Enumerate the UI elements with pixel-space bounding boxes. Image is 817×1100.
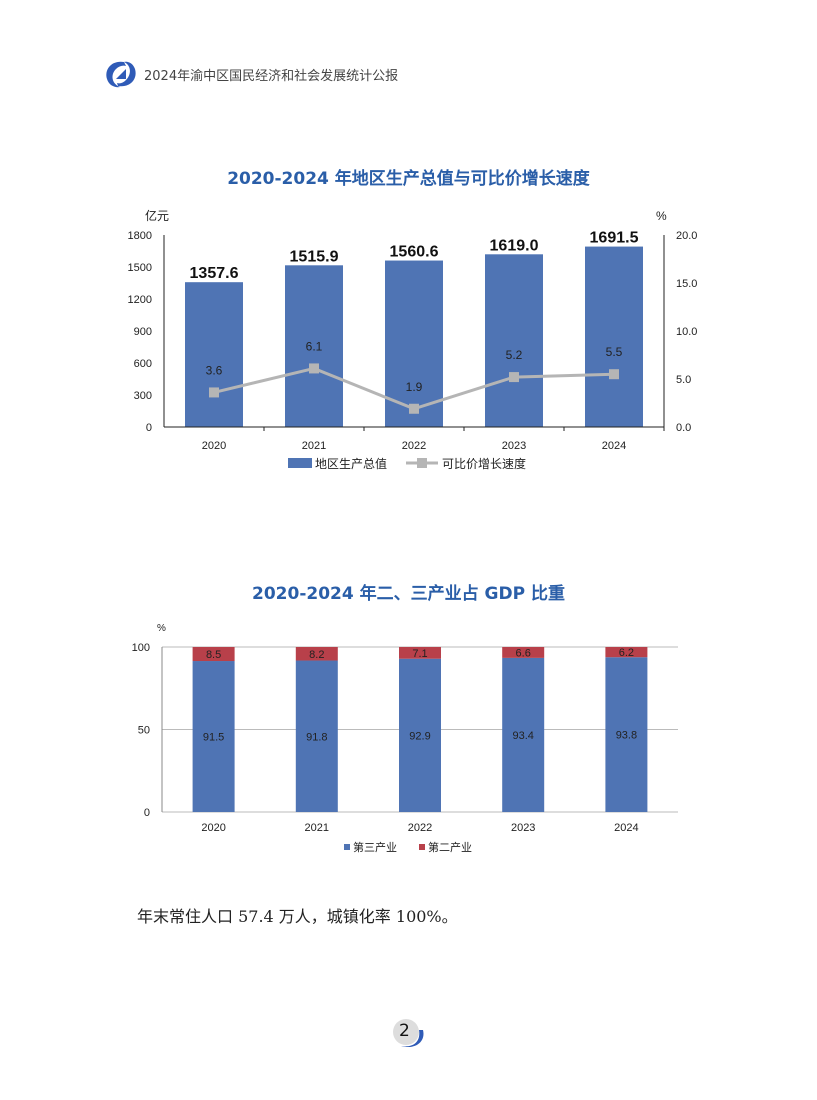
legend-label-growth: 可比价增长速度 xyxy=(442,456,526,471)
x-tick-label: 2020 xyxy=(202,440,226,452)
growth-marker xyxy=(209,387,219,398)
secondary-bar xyxy=(605,647,648,658)
tertiary-label: 93.4 xyxy=(512,730,533,742)
gdp-bar-label: 1515.9 xyxy=(290,248,339,265)
gdp-bar xyxy=(185,282,243,427)
gdp-bar xyxy=(285,265,343,427)
secondary-label: 6.2 xyxy=(619,647,634,659)
secondary-bar xyxy=(502,647,545,658)
y-tick-label: 0 xyxy=(144,807,150,819)
header-title: 2024年渝中区国民经济和社会发展统计公报 xyxy=(144,68,399,84)
y2-tick-label: 20.0 xyxy=(676,230,697,242)
y2-axis-label: % xyxy=(656,209,667,223)
legend-marker-growth xyxy=(417,458,427,468)
legend-label-gdp: 地区生产总值 xyxy=(315,456,387,471)
gdp-bar-label: 1357.6 xyxy=(190,265,239,282)
y-tick-label: 1500 xyxy=(128,262,152,274)
secondary-label: 7.1 xyxy=(412,648,427,660)
gdp-bar xyxy=(585,246,643,427)
tertiary-label: 92.9 xyxy=(409,730,430,742)
secondary-label: 8.2 xyxy=(309,649,324,661)
tertiary-label: 91.5 xyxy=(203,732,224,744)
legend-label-tertiary: 第三产业 xyxy=(353,840,397,854)
y-tick-label: 1200 xyxy=(128,294,152,306)
logo-icon xyxy=(106,61,136,88)
gdp-bar-label: 1560.6 xyxy=(390,244,439,261)
y2-tick-label: 15.0 xyxy=(676,278,697,290)
secondary-label: 6.6 xyxy=(516,647,531,659)
growth-marker xyxy=(509,372,519,383)
gdp-bar-label: 1619.0 xyxy=(490,237,539,254)
secondary-bar xyxy=(295,647,338,661)
industry-share-chart: % 0 50 100 91.5 8.5 2020 91.8 8.2 2021 92.9 7.1 2022… xyxy=(132,623,678,854)
y-tick-label: 50 xyxy=(138,725,150,737)
page-number: 2 xyxy=(399,1021,410,1041)
gdp-bar-label: 1691.5 xyxy=(590,230,639,247)
growth-label: 6.1 xyxy=(306,339,323,353)
legend-label-secondary: 第二产业 xyxy=(428,840,472,854)
x-tick-label: 2021 xyxy=(305,822,329,834)
y-tick-label: 1800 xyxy=(128,230,152,242)
y-tick-label: 900 xyxy=(134,326,152,338)
chart2-title: 2020-2024 年二、三产业占 GDP 比重 xyxy=(252,584,565,604)
growth-label: 1.9 xyxy=(406,380,423,394)
growth-label: 3.6 xyxy=(206,363,223,377)
gdp-bar xyxy=(385,260,443,427)
legend-swatch-tertiary xyxy=(344,844,350,850)
report-header: 2024年渝中区国民经济和社会发展统计公报 xyxy=(104,59,398,89)
secondary-label: 8.5 xyxy=(206,649,221,661)
x-tick-label: 2024 xyxy=(602,440,626,452)
y-axis-label: % xyxy=(157,623,166,634)
y-axis-label: 亿元 xyxy=(145,208,169,223)
x-tick-label: 2022 xyxy=(408,822,432,834)
growth-marker xyxy=(409,403,419,414)
chart1-title: 2020-2024 年地区生产总值与可比价增长速度 xyxy=(227,169,590,189)
x-tick-label: 2023 xyxy=(502,440,526,452)
gdp-chart: 亿元 % 0 300 600 900 1200 1500 1800 0.0 5.0 10.0 15.0 2… xyxy=(128,208,698,471)
tertiary-bar xyxy=(605,657,648,812)
y-tick-label: 0 xyxy=(146,422,152,434)
tertiary-bar xyxy=(399,658,441,812)
tertiary-bar xyxy=(192,661,235,812)
x-tick-label: 2022 xyxy=(402,440,426,452)
x-tick-label: 2023 xyxy=(511,822,535,834)
growth-marker xyxy=(609,369,619,380)
y-tick-label: 100 xyxy=(132,642,150,654)
population-text: 年末常住人口 57.4 万人，城镇化率 100%。 xyxy=(137,907,458,926)
page-number-badge: 2 xyxy=(393,1018,433,1056)
legend-swatch-gdp xyxy=(288,458,312,468)
x-tick-label: 2021 xyxy=(302,440,326,452)
tertiary-bar xyxy=(502,657,545,812)
tertiary-label: 91.8 xyxy=(306,731,327,743)
y2-tick-label: 0.0 xyxy=(676,422,691,434)
x-tick-label: 2024 xyxy=(614,822,638,834)
secondary-bar xyxy=(192,647,235,662)
y-tick-label: 600 xyxy=(134,358,152,370)
gdp-bar xyxy=(485,254,543,427)
x-tick-label: 2020 xyxy=(201,822,225,834)
tertiary-label: 93.8 xyxy=(616,730,637,742)
growth-marker xyxy=(309,363,319,374)
y2-tick-label: 10.0 xyxy=(676,326,697,338)
growth-label: 5.2 xyxy=(506,348,523,362)
growth-label: 5.5 xyxy=(606,345,623,359)
legend-swatch-secondary xyxy=(419,844,425,850)
y-tick-label: 300 xyxy=(134,390,152,402)
tertiary-bar xyxy=(295,660,338,812)
y2-tick-label: 5.0 xyxy=(676,374,691,386)
secondary-bar xyxy=(399,647,441,659)
